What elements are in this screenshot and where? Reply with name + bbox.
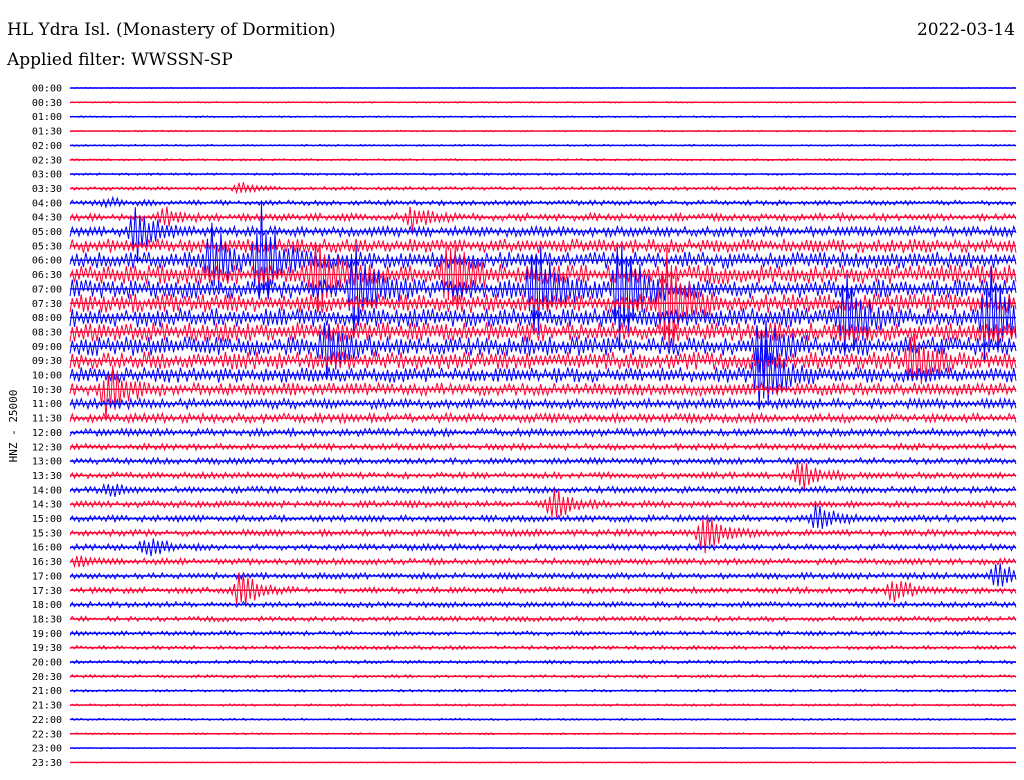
tick-label: 07:30 <box>32 299 62 310</box>
tick-label: 14:00 <box>32 485 62 496</box>
tick-label: 15:30 <box>32 528 62 539</box>
trace-row <box>69 365 1017 420</box>
tick-label: 10:00 <box>32 371 62 382</box>
tick-label: 02:00 <box>32 141 62 152</box>
trace-row <box>69 426 1017 439</box>
tick-label: 21:00 <box>32 686 62 697</box>
tick-label: 23:30 <box>32 758 62 769</box>
tick-label: 14:30 <box>32 500 62 511</box>
station-title: HL Ydra Isl. (Monastery of Dormition) <box>7 20 336 40</box>
trace-row <box>69 266 1017 360</box>
tick-label: 09:30 <box>32 356 62 367</box>
tick-label: 08:30 <box>32 327 62 338</box>
tick-label: 18:30 <box>32 614 62 625</box>
tick-label: 15:00 <box>32 514 62 525</box>
tick-label: 00:00 <box>32 84 62 95</box>
trace-row <box>69 462 1017 491</box>
tick-label: 22:00 <box>32 715 62 726</box>
tick-label: 16:30 <box>32 557 62 568</box>
tick-label: 19:30 <box>32 643 62 654</box>
trace-row <box>69 333 1017 385</box>
trace-row <box>69 182 1017 195</box>
tick-label: 17:00 <box>32 571 62 582</box>
tick-label: 07:00 <box>32 284 62 295</box>
trace-row <box>69 247 1017 349</box>
tick-label: 11:00 <box>32 399 62 410</box>
trace-row <box>69 615 1017 623</box>
tick-label: 13:30 <box>32 471 62 482</box>
date-label: 2022-03-14 <box>916 20 1015 40</box>
tick-label: 09:00 <box>32 342 62 353</box>
tick-label: 05:00 <box>32 227 62 238</box>
trace-row <box>69 206 1017 232</box>
trace-row <box>69 442 1017 452</box>
tick-label: 16:00 <box>32 543 62 554</box>
trace-row <box>69 538 1017 557</box>
trace-row <box>69 320 1017 380</box>
trace-row <box>69 482 1017 497</box>
trace-row <box>69 411 1017 425</box>
tick-label: 23:00 <box>32 744 62 755</box>
trace-lines <box>69 86 1017 764</box>
time-tick-labels: 00:00 00:30 01:00 01:30 02:00 02:30 03:00 03:30… <box>32 84 62 769</box>
trace-row <box>69 456 1017 466</box>
tick-label: 00:30 <box>32 98 62 109</box>
tick-label: 06:30 <box>32 270 62 281</box>
tick-label: 20:00 <box>32 658 62 669</box>
trace-row <box>69 332 1017 409</box>
trace-row <box>69 207 1017 260</box>
trace-row <box>69 237 1017 254</box>
tick-label: 17:30 <box>32 586 62 597</box>
tick-label: 11:30 <box>32 414 62 425</box>
trace-row <box>69 555 1017 569</box>
trace-row <box>69 563 1017 587</box>
trace-row <box>69 396 1017 411</box>
y-axis-label: HNZ - 25000 <box>7 390 20 463</box>
tick-label: 03:30 <box>32 184 62 195</box>
trace-row <box>69 244 1017 351</box>
trace-row <box>69 572 1017 607</box>
tick-label: 04:00 <box>32 198 62 209</box>
tick-label: 12:30 <box>32 442 62 453</box>
tick-label: 10:30 <box>32 385 62 396</box>
tick-label: 03:00 <box>32 170 62 181</box>
trace-row <box>69 244 1017 312</box>
tick-label: 19:00 <box>32 629 62 640</box>
tick-label: 20:30 <box>32 672 62 683</box>
tick-label: 01:30 <box>32 127 62 138</box>
tick-label: 22:30 <box>32 729 62 740</box>
tick-label: 01:00 <box>32 112 62 123</box>
tick-label: 18:00 <box>32 600 62 611</box>
trace-row <box>69 489 1017 518</box>
trace-row <box>69 514 1017 554</box>
tick-label: 04:30 <box>32 213 62 224</box>
filter-label: Applied filter: WWSSN-SP <box>7 50 233 70</box>
tick-label: 05:30 <box>32 241 62 252</box>
tick-label: 06:00 <box>32 256 62 267</box>
tick-label: 21:30 <box>32 701 62 712</box>
trace-row <box>69 322 1017 342</box>
trace-row <box>69 504 1017 530</box>
tick-label: 02:30 <box>32 155 62 166</box>
tick-label: 08:00 <box>32 313 62 324</box>
tick-label: 13:00 <box>32 457 62 468</box>
trace-row <box>69 600 1017 609</box>
tick-label: 12:00 <box>32 428 62 439</box>
